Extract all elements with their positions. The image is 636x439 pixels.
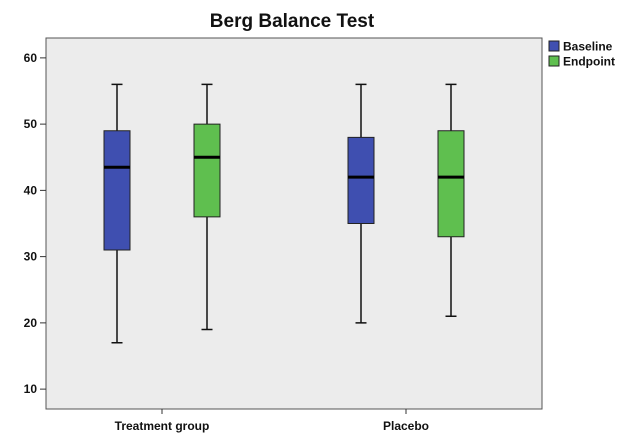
chart-title: Berg Balance Test: [210, 11, 375, 32]
y-axis: 10 20 30 40 50 60: [24, 51, 46, 396]
x-category-label: Placebo: [383, 419, 429, 433]
box-baseline-1: [347, 83, 375, 324]
legend-label: Endpoint: [563, 55, 615, 69]
y-tick-label: 10: [24, 382, 38, 396]
y-tick-label: 40: [24, 183, 38, 197]
iqr-box: [103, 130, 131, 251]
legend-swatch-endpoint: [548, 55, 560, 67]
y-tick-label: 60: [24, 51, 38, 65]
box-plots: [103, 83, 465, 344]
iqr-box: [437, 130, 465, 238]
iqr-box: [193, 123, 221, 218]
legend-swatch-baseline: [548, 40, 560, 52]
y-tick-label: 30: [24, 250, 38, 264]
box-baseline-0: [103, 83, 131, 344]
x-axis: Treatment group Placebo: [115, 409, 429, 433]
iqr-box: [347, 136, 375, 224]
y-tick-label: 50: [24, 117, 38, 131]
box-endpoint-1: [437, 83, 465, 317]
x-category-label: Treatment group: [115, 419, 210, 433]
legend-label: Baseline: [563, 40, 613, 54]
box-endpoint-0: [193, 83, 221, 331]
y-tick-label: 20: [24, 316, 38, 330]
